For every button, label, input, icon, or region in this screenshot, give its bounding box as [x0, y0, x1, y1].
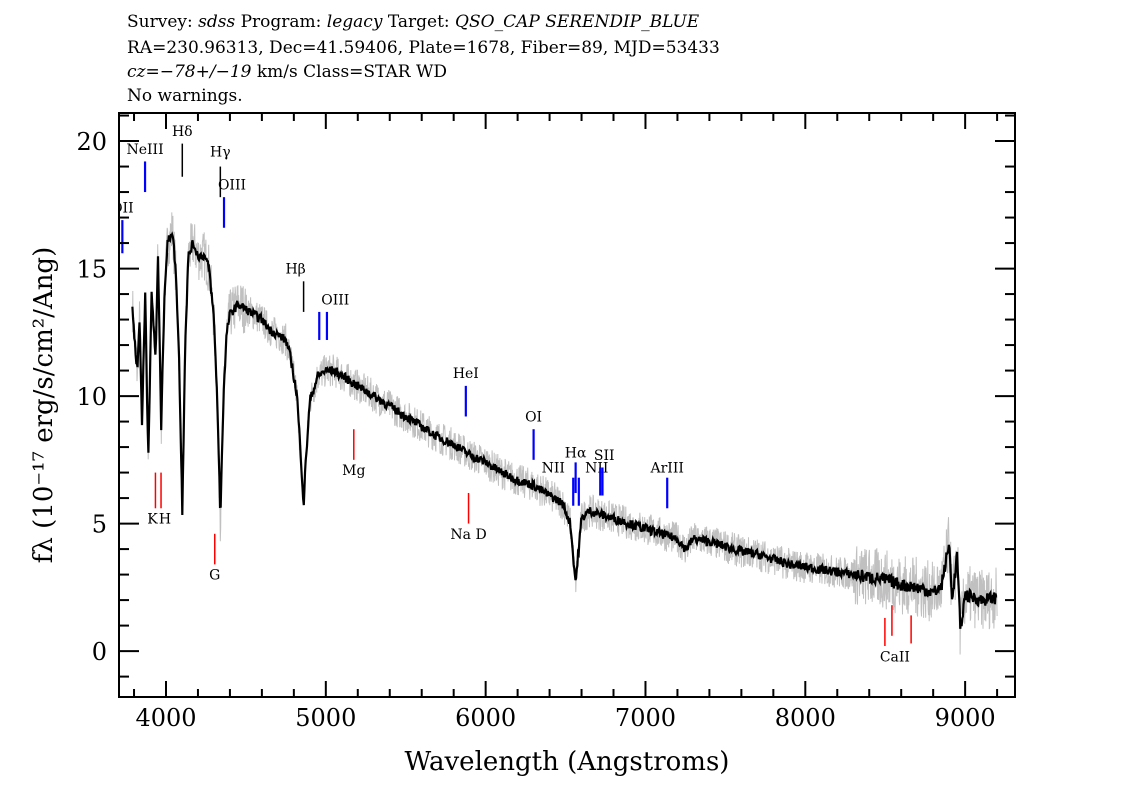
line-label: K	[147, 512, 158, 528]
raw-flux-line	[131, 212, 998, 655]
x-axis-label: Wavelength (Angstroms)	[405, 747, 730, 777]
survey-value: sdss	[198, 12, 236, 32]
axes: 4000 5000 6000 7000 8000 9000 0 5 10 15 20	[76, 112, 1016, 732]
x-tick-label: 4000	[135, 704, 196, 732]
line-label: CaII	[880, 649, 910, 665]
line-label: OIII	[218, 178, 246, 194]
header-line-3: cz=−78+/−19 km/s Class=STAR WD	[127, 62, 447, 83]
line-label: Hβ	[285, 262, 305, 278]
line-label: H	[159, 512, 171, 528]
header-line-2: RA=230.96313, Dec=41.59406, Plate=1678, …	[127, 38, 720, 58]
line-label: OI	[525, 410, 542, 426]
program-label: Program:	[240, 12, 322, 32]
target-value: QSO_CAP SERENDIP_BLUE	[455, 12, 700, 32]
x-tick-label: 7000	[615, 704, 676, 732]
redshift-value: cz=−78+/−19	[127, 62, 252, 82]
line-label: OII	[111, 200, 134, 216]
line-label: Hα	[565, 445, 587, 461]
y-tick-label: 10	[76, 383, 107, 411]
x-tick-label: 5000	[295, 704, 356, 732]
class-value: km/s Class=STAR WD	[251, 62, 448, 82]
line-label: SII	[594, 448, 615, 464]
target-label: Target:	[387, 12, 450, 32]
smoothed-flux-series	[131, 231, 998, 629]
line-label: HeI	[453, 366, 479, 382]
survey-label: Survey:	[127, 12, 193, 32]
line-label: NeIII	[126, 142, 163, 158]
header-line-1: Survey: sdss Program: legacy Target: QSO…	[127, 12, 699, 33]
line-label: NII	[542, 461, 565, 477]
raw-flux-series	[131, 212, 998, 655]
line-label: Hγ	[210, 144, 231, 160]
header-line-4: No warnings.	[127, 86, 243, 106]
y-tick-label: 20	[76, 128, 107, 156]
plot-frame	[118, 112, 1016, 698]
y-tick-label: 0	[92, 638, 107, 666]
line-label: OIII	[321, 292, 349, 308]
flux-line	[131, 231, 998, 629]
program-value: legacy	[326, 12, 383, 32]
x-tick-label: 6000	[455, 704, 516, 732]
line-label: Mg	[342, 463, 365, 479]
line-label: Hδ	[172, 124, 193, 140]
y-tick-label: 5	[92, 511, 107, 539]
line-label: ArIII	[650, 461, 684, 477]
x-tick-label: 8000	[775, 704, 836, 732]
line-label: Na D	[450, 527, 486, 543]
y-axis-label: fλ (10⁻¹⁷ erg/s/cm²/Ang)	[29, 247, 59, 563]
line-label: G	[209, 568, 220, 584]
y-tick-label: 15	[76, 256, 107, 284]
x-tick-label: 9000	[935, 704, 996, 732]
